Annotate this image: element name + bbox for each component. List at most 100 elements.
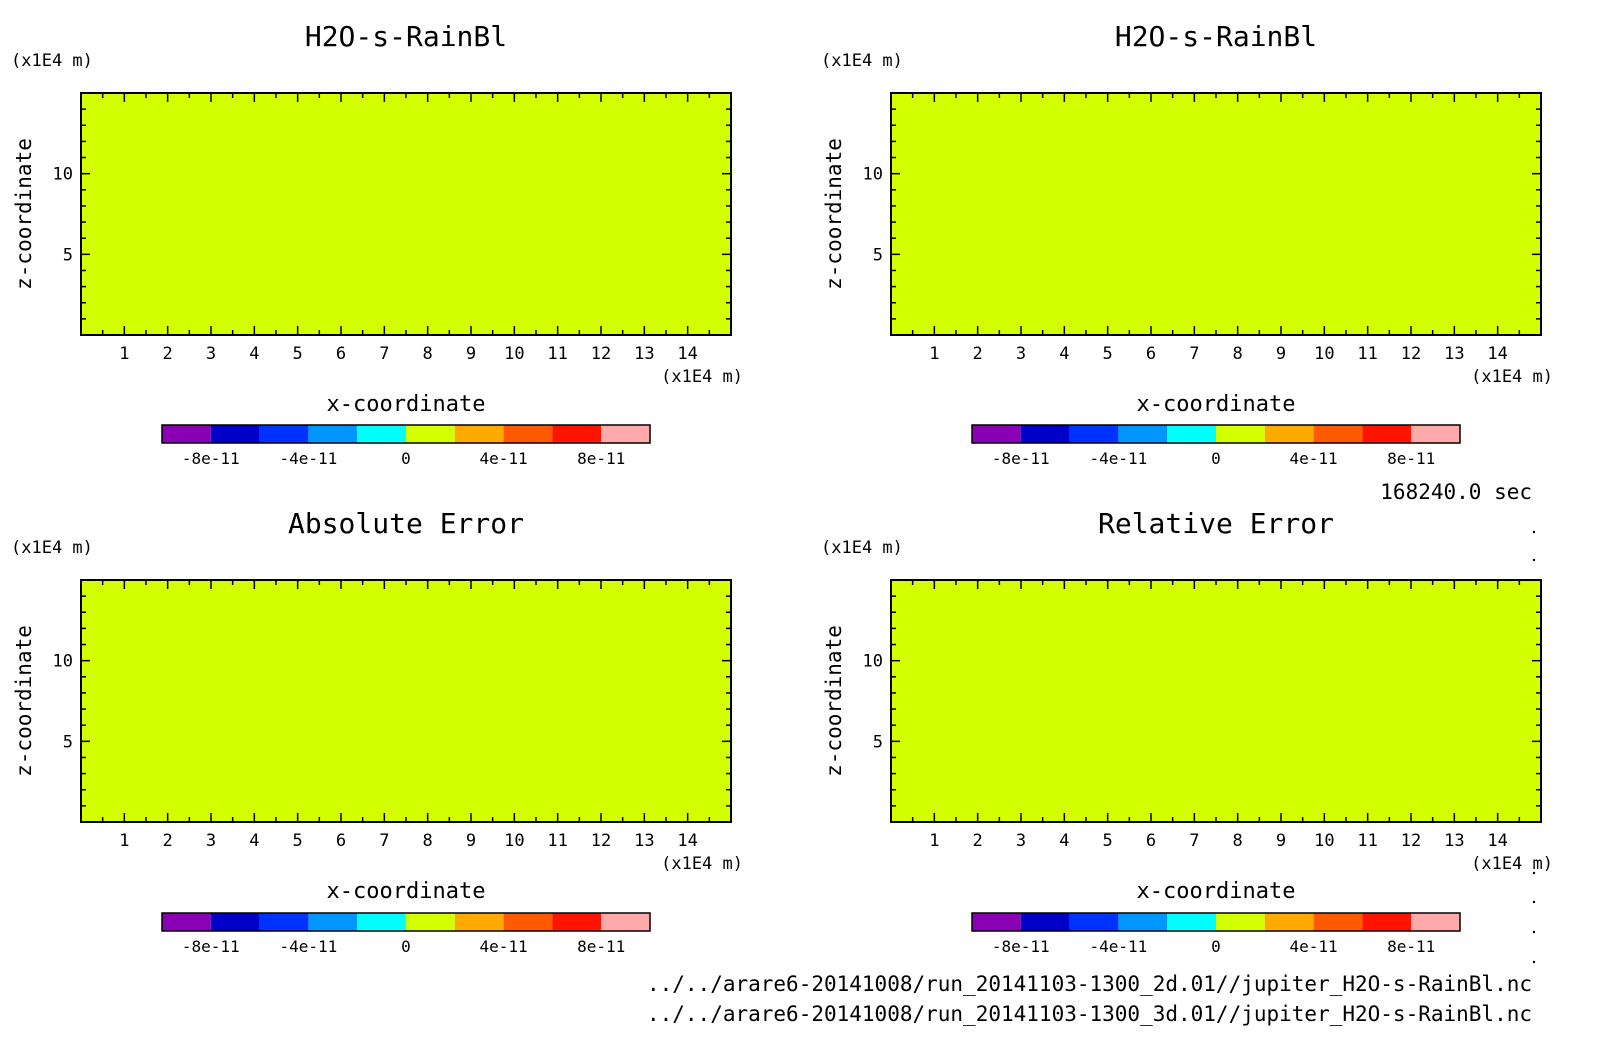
panels: H2O-s-RainBl(x1E4 m)1 2 3 4 5 6 7 8 9 10 11 12 13 145…: [11, 20, 1553, 956]
colorbar-frame: [161, 912, 651, 932]
y-axis-label: z-coordinate: [822, 138, 846, 290]
y-unit-label: (x1E4 m): [11, 51, 93, 71]
x-tick-label: 6: [1146, 831, 1156, 851]
x-tick-label: 6: [336, 344, 346, 364]
chart-title: H2O-s-RainBl: [1115, 20, 1317, 53]
colorbar-tick-label: -4e-11: [1090, 449, 1148, 468]
colorbar-swatch: [601, 913, 650, 931]
x-tick-label: 13: [634, 831, 654, 851]
x-axis-label: x-coordinate: [327, 392, 486, 417]
colorbar-tick-label: 4e-11: [480, 937, 528, 956]
colorbar-swatch: [162, 425, 211, 443]
y-unit-label: (x1E4 m): [821, 538, 903, 558]
x-tick-label: 13: [1444, 344, 1464, 364]
y-unit-label: (x1E4 m): [821, 51, 903, 71]
x-tick-label: 9: [1276, 344, 1286, 364]
x-tick-label: 13: [634, 344, 654, 364]
colorbar-swatch: [1362, 913, 1412, 931]
chart-panel-2: H2O-s-RainBl(x1E4 m)1 2 3 4 5 6 7 8 9 10 11 12 13 145…: [821, 20, 1553, 468]
x-tick-label: 3: [1016, 344, 1026, 364]
colorbar-swatch: [406, 913, 455, 931]
x-tick-label: 11: [1357, 831, 1377, 851]
x-tick-label: 9: [1276, 831, 1286, 851]
x-tick-label: 11: [1357, 344, 1377, 364]
y-tick-label: 10: [863, 652, 883, 672]
colorbar-swatch: [1020, 913, 1070, 931]
x-tick-label: 7: [1189, 831, 1199, 851]
colorbar-tick-label: 8e-11: [577, 937, 625, 956]
x-tick-label: 4: [1059, 344, 1069, 364]
colorbar-swatch: [552, 425, 602, 443]
x-tick-label: 8: [423, 831, 433, 851]
colorbar-frame: [161, 424, 651, 444]
x-tick-label: 10: [504, 831, 524, 851]
colorbar-tick-label: 4e-11: [1290, 449, 1338, 468]
x-tick-label: 1: [929, 831, 939, 851]
colorbar-swatch: [1411, 913, 1460, 931]
field-background: [81, 580, 731, 822]
colorbar-swatch: [1313, 913, 1363, 931]
x-tick-label: 11: [547, 344, 567, 364]
colorbar-swatch: [210, 913, 260, 931]
colorbar-swatch: [1411, 425, 1460, 443]
x-axis-label: x-coordinate: [1137, 879, 1296, 904]
colorbar-tick-label: 8e-11: [1387, 449, 1435, 468]
x-tick-label: 14: [677, 344, 697, 364]
chart-title: Relative Error: [1098, 507, 1334, 540]
colorbar-swatch: [308, 913, 358, 931]
chart-title: H2O-s-RainBl: [305, 20, 507, 53]
colorbar-swatch: [1118, 913, 1168, 931]
colorbar-swatch: [259, 913, 309, 931]
colorbar-swatch: [1362, 425, 1412, 443]
time-label: 168240.0 sec: [1380, 480, 1532, 504]
colorbar-swatch: [1313, 425, 1363, 443]
x-tick-label: 6: [1146, 344, 1156, 364]
colorbar-swatch: [503, 913, 553, 931]
colorbar-swatch: [972, 425, 1021, 443]
x-tick-label: 2: [973, 831, 983, 851]
x-tick-label: 12: [591, 831, 611, 851]
x-tick-label: 1: [119, 344, 129, 364]
file-path-2d: ../../arare6-20141008/run_20141103-1300_…: [647, 972, 1532, 996]
x-tick-label: 6: [336, 831, 346, 851]
x-tick-label: 5: [1103, 344, 1113, 364]
colorbar-swatch: [1216, 913, 1265, 931]
colorbar-swatch: [357, 425, 406, 443]
x-tick-label: 8: [1233, 831, 1243, 851]
x-tick-label: 10: [1314, 344, 1334, 364]
chart-panel-1: H2O-s-RainBl(x1E4 m)1 2 3 4 5 6 7 8 9 10 11 12 13 145…: [11, 20, 743, 468]
colorbar-swatch: [503, 425, 553, 443]
x-tick-label: 9: [466, 344, 476, 364]
chart-title: Absolute Error: [288, 507, 524, 540]
y-unit-label: (x1E4 m): [11, 538, 93, 558]
colorbar-tick-label: 0: [1211, 449, 1221, 468]
colorbar-tick-label: 4e-11: [480, 449, 528, 468]
x-tick-label: 2: [163, 831, 173, 851]
field-background: [891, 580, 1541, 822]
x-tick-label: 4: [249, 344, 259, 364]
colorbar-swatch: [972, 913, 1021, 931]
y-tick-label: 5: [63, 245, 73, 265]
x-tick-label: 10: [1314, 831, 1334, 851]
colorbar-swatch: [162, 913, 211, 931]
x-tick-label: 4: [249, 831, 259, 851]
x-tick-label: 5: [1103, 831, 1113, 851]
x-tick-label: 5: [293, 831, 303, 851]
x-tick-label: 3: [1016, 831, 1026, 851]
x-tick-label: 7: [379, 344, 389, 364]
x-tick-label: 4: [1059, 831, 1069, 851]
colorbar-tick-label: 8e-11: [577, 449, 625, 468]
colorbar-tick-label: -4e-11: [280, 449, 338, 468]
colorbar-swatch: [454, 913, 504, 931]
colorbar-tick-label: -8e-11: [182, 937, 240, 956]
colorbar-swatch: [308, 425, 358, 443]
y-tick-label: 10: [53, 165, 73, 185]
colorbar: -8e-11 -4e-11 0 4e-11 8e-11: [161, 912, 651, 956]
colorbar: -8e-11 -4e-11 0 4e-11 8e-11: [971, 424, 1461, 468]
x-tick-label: 11: [547, 831, 567, 851]
x-tick-label: 14: [677, 831, 697, 851]
colorbar-tick-label: -4e-11: [1090, 937, 1148, 956]
x-tick-label: 2: [163, 344, 173, 364]
x-tick-label: 8: [1233, 344, 1243, 364]
